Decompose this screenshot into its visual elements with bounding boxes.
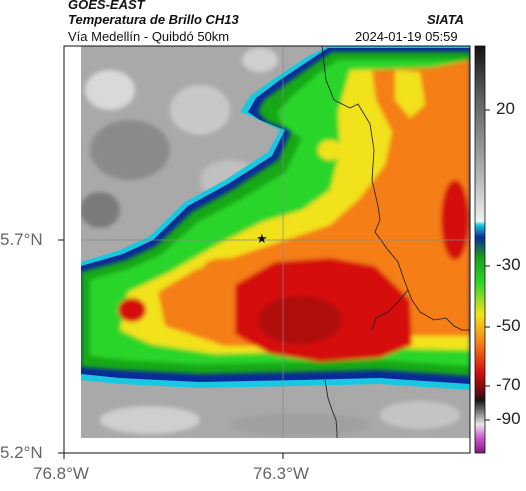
lat-label-5-2: 5.2°N xyxy=(0,443,43,462)
gridlines xyxy=(81,46,470,438)
border-lines xyxy=(321,46,470,438)
colorbar-label-neg30: -30 xyxy=(496,255,521,274)
lon-label-76-3: 76.3°W xyxy=(253,464,309,483)
lon-tick-marks xyxy=(63,453,284,459)
colorbar-label-neg70: -70 xyxy=(496,375,521,394)
colorbar-label-neg50: -50 xyxy=(496,316,521,335)
map-frame xyxy=(63,45,471,454)
satellite-title: GOES-EAST xyxy=(68,0,145,12)
colorbar-ticks xyxy=(485,109,490,421)
region-subtitle: Vía Medellín - Quibdó 50km xyxy=(68,29,230,44)
colorbar-label-neg90: -90 xyxy=(496,409,521,428)
lon-label-76-8: 76.8°W xyxy=(33,464,89,483)
product-title: Temperatura de Brillo CH13 xyxy=(68,12,239,27)
cloud-temperature-field xyxy=(81,52,470,376)
colorbar-label-20: 20 xyxy=(496,99,515,118)
location-marker-star: ★ xyxy=(256,231,268,246)
datetime-label: 2024-01-19 05:59 xyxy=(355,29,458,44)
source-label: SIATA xyxy=(427,12,465,27)
lat-tick-marks xyxy=(58,239,64,454)
lat-label-5-7: 5.7°N xyxy=(0,230,43,249)
colorbar xyxy=(474,45,486,454)
